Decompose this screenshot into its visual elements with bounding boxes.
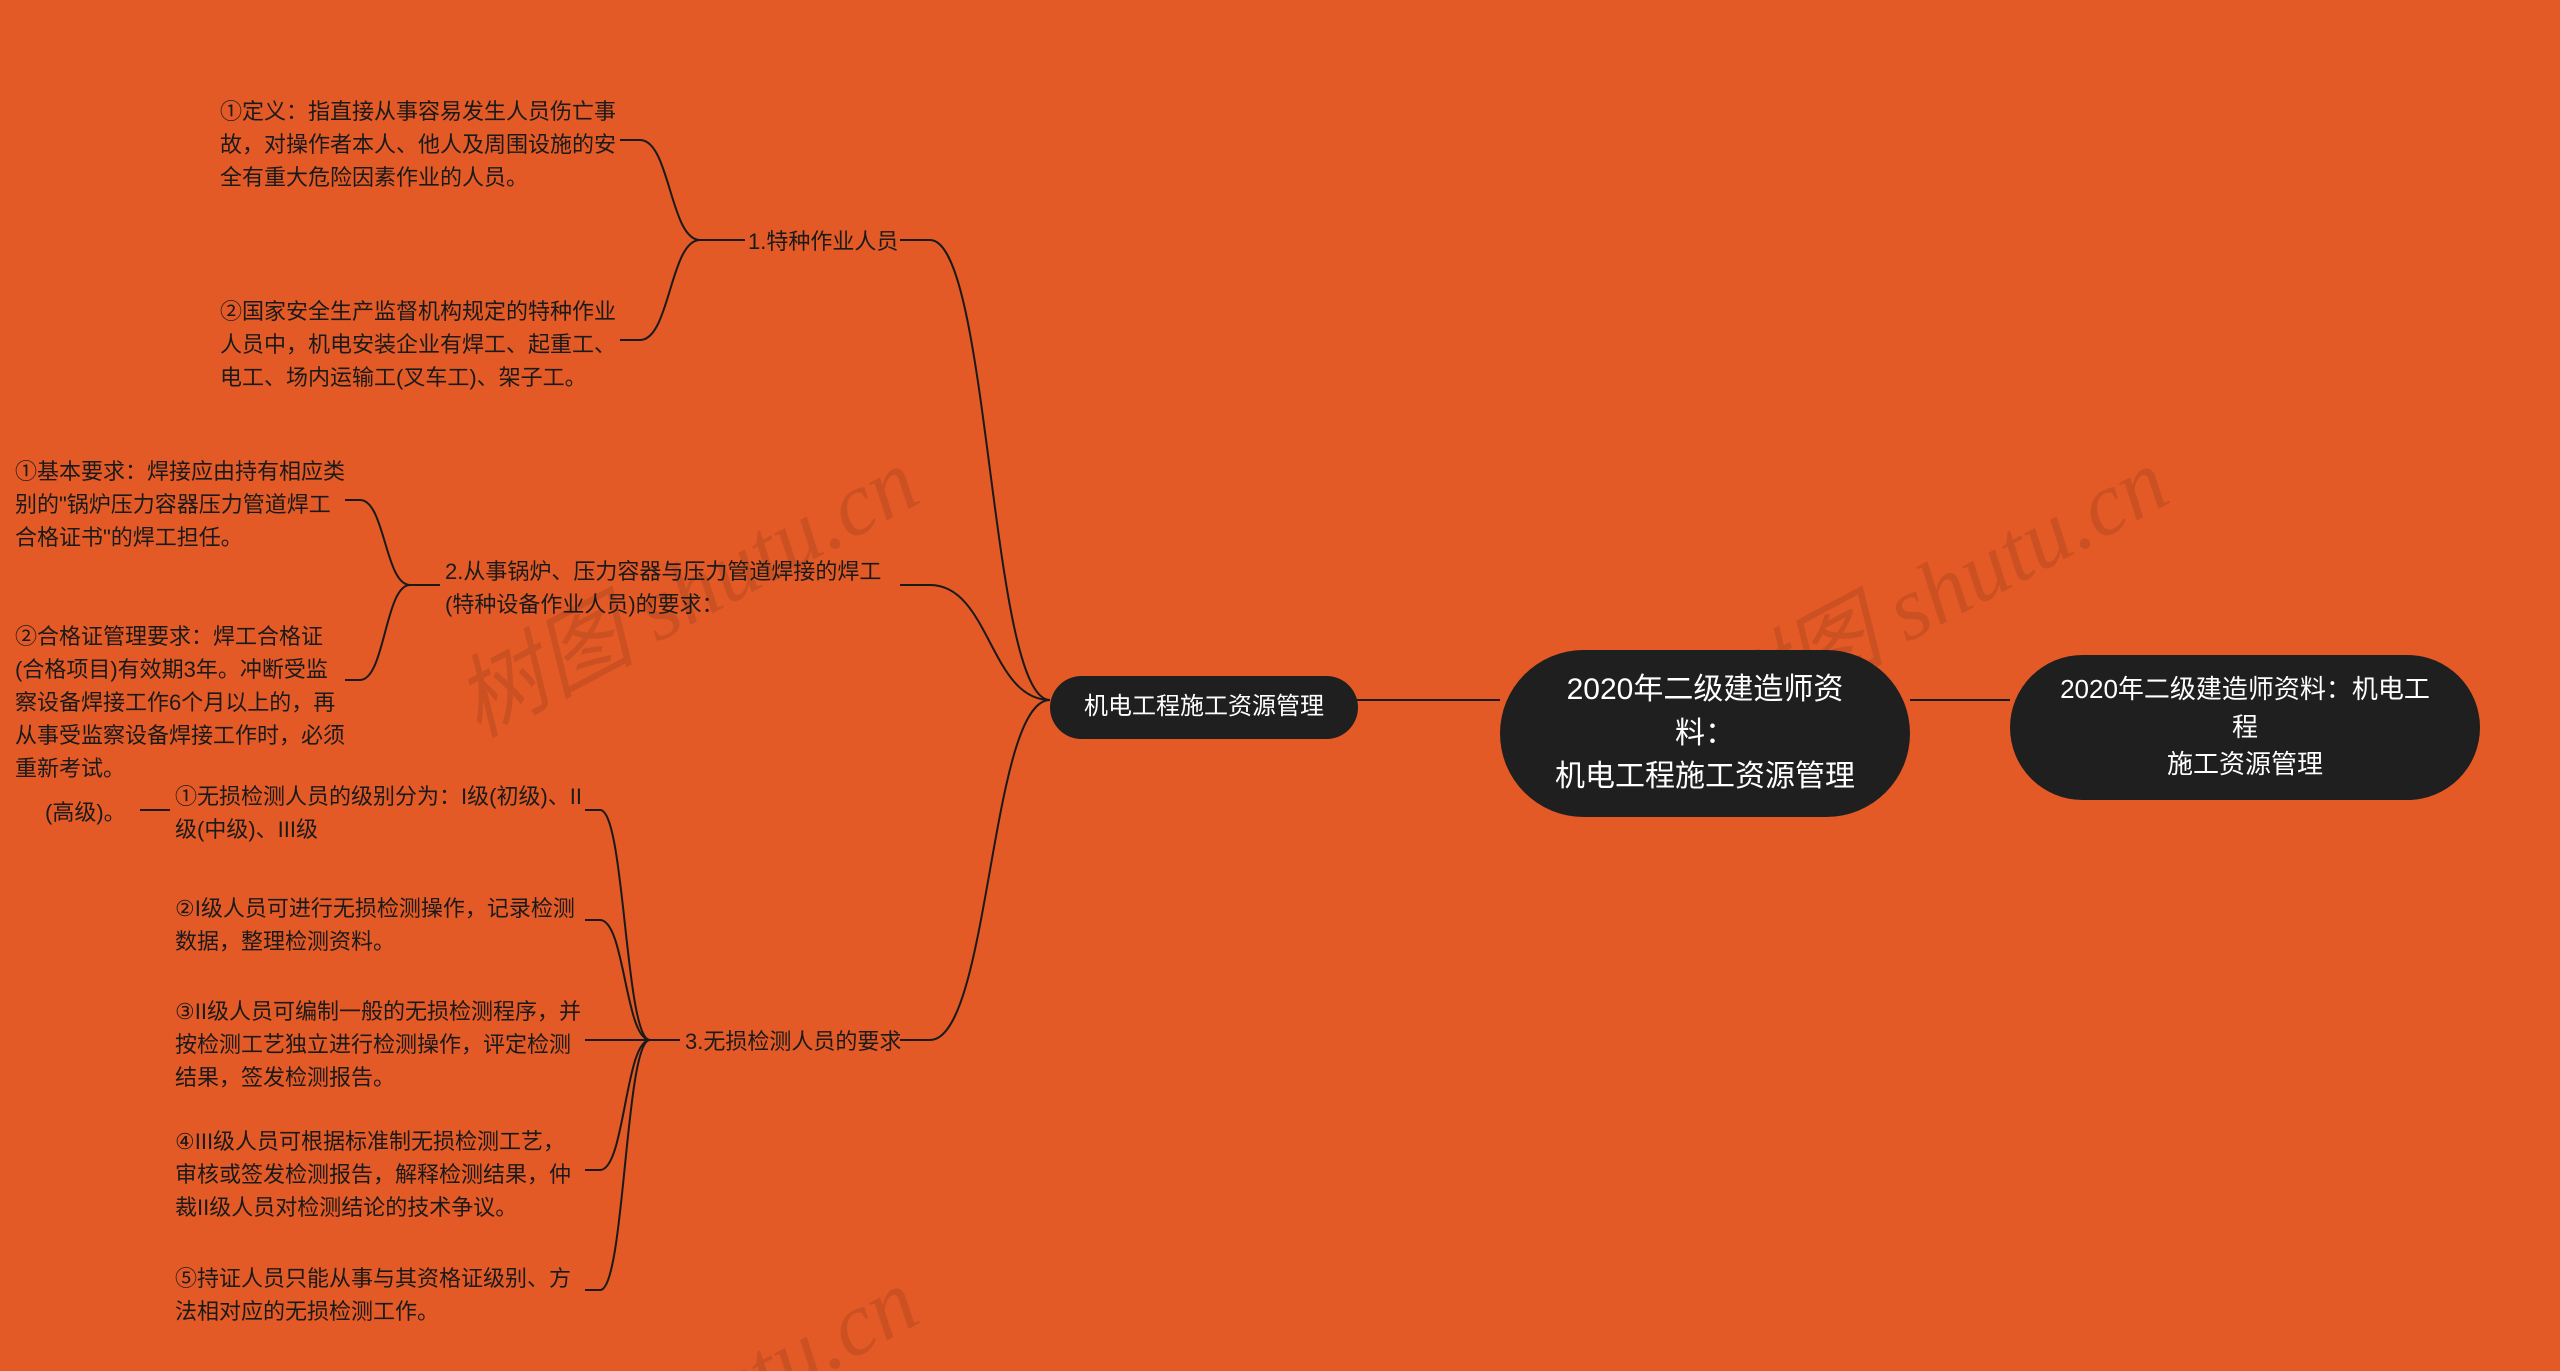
sub2-line1: 2.从事锅炉、压力容器与压力管道焊接的焊工 (445, 555, 905, 588)
sub2-leaf1: ①基本要求：焊接应由持有相应类别的"锅炉压力容器压力管道焊工合格证书"的焊工担任… (15, 455, 345, 554)
sub3-leaf1-sub: (高级)。 (45, 796, 126, 829)
right-branch-line1: 2020年二级建造师资料：机电工程 (2048, 671, 2442, 746)
sub1-title: 1.特种作业人员 (748, 225, 898, 258)
left-branch-node: 机电工程施工资源管理 (1050, 676, 1358, 739)
root-node: 2020年二级建造师资料： 机电工程施工资源管理 (1500, 650, 1910, 817)
sub3-leaf5: ⑤持证人员只能从事与其资格证级别、方法相对应的无损检测工作。 (175, 1262, 585, 1328)
sub3-leaf1: ①无损检测人员的级别分为：I级(初级)、II级(中级)、III级 (175, 780, 585, 846)
right-branch-line2: 施工资源管理 (2048, 746, 2442, 784)
sub3-leaf4: ④III级人员可根据标准制无损检测工艺，审核或签发检测报告，解释检测结果，仲裁I… (175, 1125, 585, 1224)
mindmap-canvas: 树图 shutu.cn 树图 shutu.cn 树图 shutu.cn 2020… (0, 0, 2560, 1371)
root-line1: 2020年二级建造师资料： (1544, 668, 1866, 755)
sub3-leaf3: ③II级人员可编制一般的无损检测程序，并按检测工艺独立进行检测操作，评定检测结果… (175, 995, 585, 1094)
right-branch-node: 2020年二级建造师资料：机电工程 施工资源管理 (2010, 655, 2480, 800)
sub3-title: 3.无损检测人员的要求 (685, 1025, 901, 1058)
sub1-leaf1: ①定义：指直接从事容易发生人员伤亡事故，对操作者本人、他人及周围设施的安全有重大… (220, 95, 620, 194)
root-line2: 机电工程施工资源管理 (1544, 755, 1866, 799)
sub2-line2: (特种设备作业人员)的要求： (445, 588, 905, 621)
sub3-leaf2: ②I级人员可进行无损检测操作，记录检测数据，整理检测资料。 (175, 892, 585, 958)
sub2-leaf2: ②合格证管理要求：焊工合格证(合格项目)有效期3年。冲断受监察设备焊接工作6个月… (15, 620, 345, 785)
left-branch-label: 机电工程施工资源管理 (1084, 693, 1324, 720)
sub2-title: 2.从事锅炉、压力容器与压力管道焊接的焊工 (特种设备作业人员)的要求： (445, 555, 905, 621)
sub1-leaf2: ②国家安全生产监督机构规定的特种作业人员中，机电安装企业有焊工、起重工、电工、场… (220, 295, 620, 394)
